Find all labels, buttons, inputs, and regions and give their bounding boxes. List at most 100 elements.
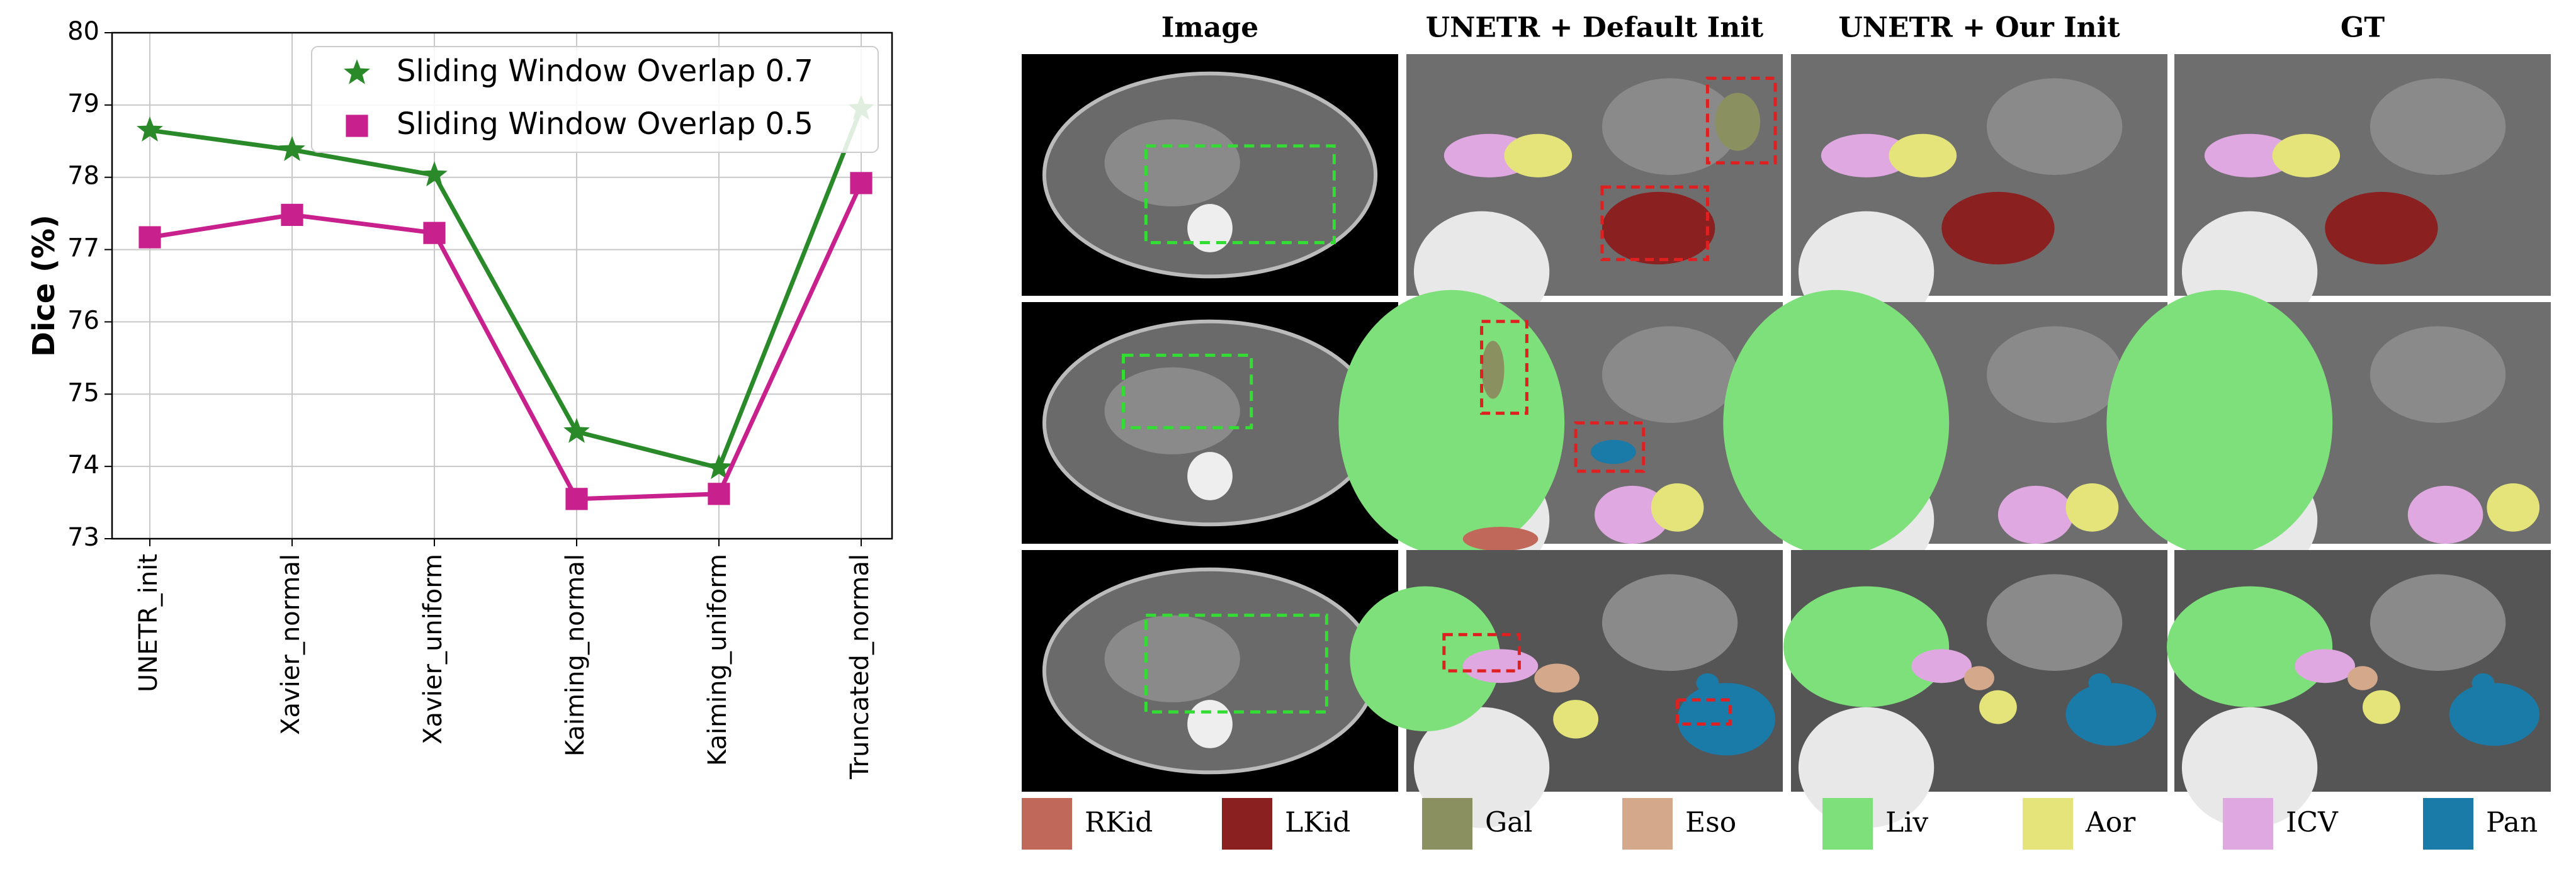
error-box [1574,421,1646,473]
organ-mask [2295,649,2356,683]
organ-mask [2325,191,2438,265]
legend-swatch [2423,798,2473,850]
roi-box [1144,144,1336,245]
roi-box [1121,353,1253,430]
legend-label: Sliding Window Overlap 0.5 [397,106,813,142]
organ-mask [1677,683,1776,756]
organ-mask [1997,485,2074,544]
organ-mask [1481,340,1505,399]
organ-mask [1964,666,1994,690]
marker [850,172,873,194]
legend-swatch [1222,798,1272,850]
organ-mask [1979,690,2017,724]
legend-label: Liv [1885,807,1928,839]
plot-frame [111,31,893,540]
column-header: GT [2341,12,2385,44]
legend-label: ICV [2286,807,2339,839]
column-header: Image [1161,12,1258,44]
legend-box [311,46,879,153]
ct-organ [1104,367,1240,454]
organ-mask [2347,666,2378,690]
organ-mask [1651,483,1704,532]
marker [706,454,732,480]
organ-mask [1595,485,1670,544]
ct-image [1022,54,1398,296]
organ-mask [2449,683,2540,746]
legend-label: Eso [1685,807,1736,839]
legend-swatch [1622,798,1673,850]
organ-mask [1338,289,1565,556]
zoomed-image [1791,54,2167,332]
zoomed-image [2106,289,2551,580]
organ-mask [2471,673,2495,693]
y-tick-label: 76 [67,306,99,335]
legend-swatch [1022,798,1072,850]
marker [423,222,446,244]
organ-mask [1723,289,1950,556]
tissue [1602,78,1738,175]
legend-marker [344,59,370,84]
tissue [1986,326,2123,423]
error-box [1705,76,1777,165]
organ-mask [1534,663,1580,693]
marker [708,483,730,505]
y-tick-label: 74 [67,451,99,480]
y-tick-label: 80 [67,17,99,46]
zoomed-image [1723,289,2167,580]
marker [137,116,163,142]
error-box [1480,320,1528,415]
organ-mask [2487,483,2540,532]
legend-swatch [1422,798,1472,850]
tissue [1413,707,1550,828]
x-tick-label: Kaiming_uniform [703,554,732,766]
line [149,182,864,502]
organ-mask [1821,133,1912,177]
organ-mask [1783,586,1950,707]
tissue [2370,326,2506,423]
tissue [2181,707,2318,828]
error-box [1442,632,1521,673]
legend-swatch [1822,798,1873,850]
column-header: UNETR + Default Init [1426,12,1764,44]
organ-mask [2204,133,2295,177]
organ-mask [1941,191,2055,265]
column-header: UNETR + Our Init [1838,12,2120,44]
ct-organ [1104,615,1240,702]
marker [565,488,588,510]
organ-mask [2106,289,2333,556]
tissue [2370,78,2506,175]
zoomed-image [2174,54,2551,332]
zoomed-image [1406,54,1783,332]
tissue [1798,707,1935,828]
y-tick-label: 78 [67,162,99,191]
x-tick-label: Xavier_uniform [419,554,448,745]
organ-mask [1602,191,1715,265]
roi-box [1144,614,1328,714]
marker [563,418,590,443]
ct-spine [1187,700,1233,748]
marker [138,226,161,249]
y-axis-label: Dice (%) [26,215,62,357]
x-tick-label: Xavier_normal [276,554,305,735]
marker [421,161,448,187]
organ-mask [1553,700,1598,739]
tissue [1986,574,2123,671]
organ-mask [2065,683,2157,746]
zoomed-image [1338,289,1783,580]
marker [279,136,305,161]
tissue [1602,574,1738,671]
y-tick-label: 77 [67,234,99,263]
ct-spine [1187,204,1233,252]
ct-image [1022,550,1398,792]
tissue [1986,78,2123,175]
organ-mask [1350,586,1501,731]
zoomed-image [1783,550,2167,828]
legend-label: Aor [2085,807,2136,839]
marker [281,203,303,227]
organ-mask [2407,485,2483,544]
legend-label: LKid [1285,807,1350,839]
x-tick-label: UNETR_init [134,554,163,692]
legend-swatch [2223,798,2273,850]
organ-mask [2167,586,2333,707]
